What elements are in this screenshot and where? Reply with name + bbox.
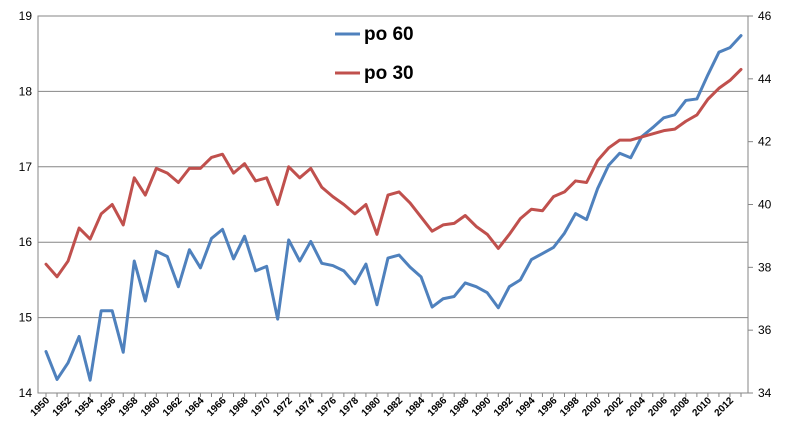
right-tick-label: 38: [758, 260, 772, 274]
x-tick-label: 1980: [360, 395, 384, 419]
x-tick-label: 2012: [713, 395, 737, 419]
right-tick-label: 42: [758, 135, 772, 149]
left-tick-label: 18: [19, 84, 33, 98]
x-tick-label: 1962: [161, 395, 185, 419]
x-tick-label: 1988: [448, 395, 472, 419]
x-tick-label: 1986: [426, 395, 450, 419]
legend-label-1: po 60: [364, 24, 414, 45]
x-tick-label: 1998: [558, 395, 582, 419]
x-tick-label: 1978: [337, 395, 361, 419]
series-line-1: [44, 34, 743, 382]
right-tick-label: 40: [758, 198, 772, 212]
series-line-2: [44, 67, 743, 279]
x-tick-label: 1970: [249, 395, 273, 419]
left-tick-label: 19: [19, 9, 33, 23]
right-tick-label: 46: [758, 9, 772, 23]
legend-label-2: po 30: [364, 63, 414, 84]
series-lines: [44, 34, 743, 382]
x-tick-label: 1974: [293, 395, 317, 419]
x-tick-label: 1950: [29, 395, 53, 419]
left-tick-label: 17: [19, 160, 33, 174]
x-tick-label: 1954: [73, 395, 97, 419]
x-tick-label: 1990: [470, 395, 494, 419]
left-tick-label: 14: [19, 386, 33, 400]
x-axis-ticks: 1950195219541956195819601962196419661968…: [29, 393, 742, 419]
x-tick-label: 1958: [117, 395, 141, 419]
x-tick-label: 1968: [227, 395, 251, 419]
x-tick-label: 1956: [95, 395, 119, 419]
x-tick-label: 1996: [536, 395, 560, 419]
x-tick-label: 1964: [183, 395, 207, 419]
x-tick-label: 2010: [691, 395, 715, 419]
x-tick-label: 1952: [51, 395, 75, 419]
x-tick-label: 1992: [492, 395, 516, 419]
left-tick-label: 16: [19, 235, 33, 249]
right-tick-label: 36: [758, 323, 772, 337]
x-tick-label: 2008: [668, 395, 692, 419]
x-tick-label: 2002: [602, 395, 626, 419]
right-tick-label: 44: [758, 72, 772, 86]
left-tick-label: 15: [19, 311, 33, 325]
x-tick-label: 1966: [205, 395, 229, 419]
x-tick-label: 2006: [646, 395, 670, 419]
x-tick-label: 1972: [271, 395, 295, 419]
x-tick-label: 1994: [514, 395, 538, 419]
legend: po 60 po 30: [335, 24, 414, 84]
x-tick-label: 1976: [315, 395, 339, 419]
x-tick-label: 1984: [404, 395, 428, 419]
left-axis-ticks: 14 15 16 17 18 19: [19, 9, 33, 400]
x-tick-label: 2004: [624, 395, 648, 419]
x-tick-label: 1960: [139, 395, 163, 419]
x-tick-label: 1982: [382, 395, 406, 419]
right-tick-label: 34: [758, 386, 772, 400]
x-tick-label: 2000: [580, 395, 604, 419]
right-axis-ticks: 34 36 38 40 42 44 46: [748, 9, 772, 400]
